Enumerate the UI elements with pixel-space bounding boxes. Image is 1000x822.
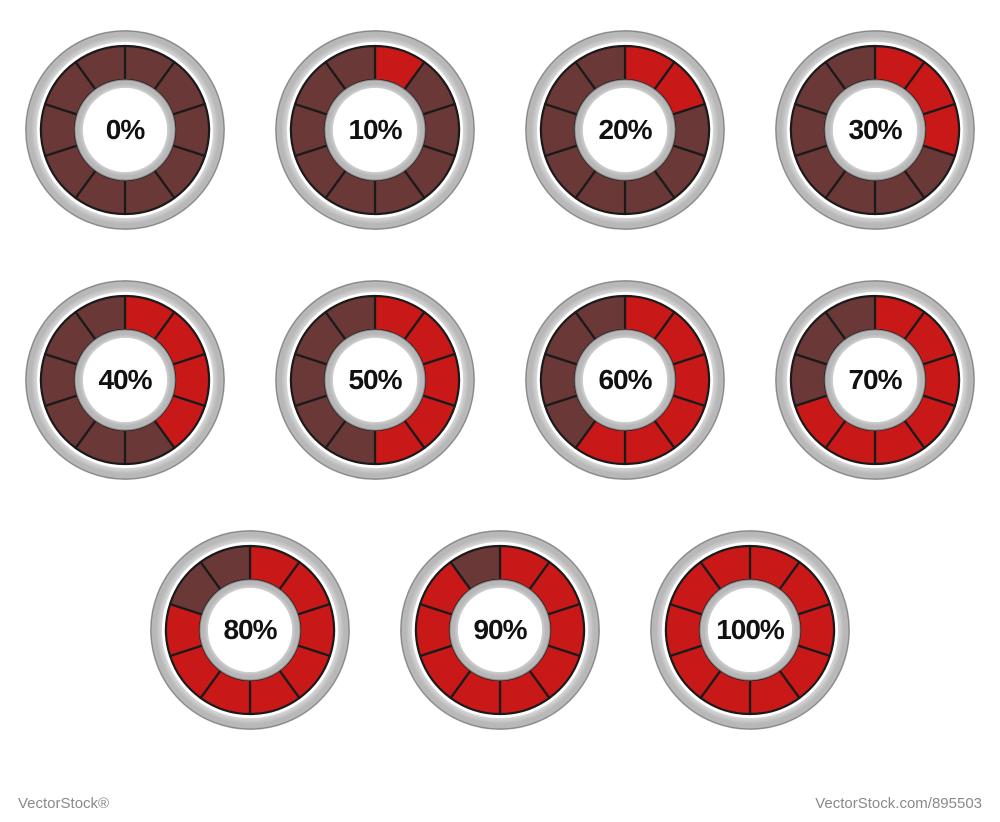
dial-row: 40%50%60%70% <box>0 280 1000 480</box>
progress-dial-50: 50% <box>275 280 475 480</box>
progress-dial-60: 60% <box>525 280 725 480</box>
watermark-right: VectorStock.com/895503 <box>815 795 982 812</box>
watermark-left: VectorStock® <box>18 795 109 812</box>
progress-dial-0: 0% <box>25 30 225 230</box>
progress-dial-100: 100% <box>650 530 850 730</box>
progress-dial-70: 70% <box>775 280 975 480</box>
progress-dial-set: VectorStock® VectorStock.com/895503 0%10… <box>0 0 1000 822</box>
progress-dial-30: 30% <box>775 30 975 230</box>
progress-dial-40: 40% <box>25 280 225 480</box>
progress-dial-80: 80% <box>150 530 350 730</box>
progress-dial-90: 90% <box>400 530 600 730</box>
dial-row: 80%90%100% <box>0 530 1000 730</box>
progress-dial-20: 20% <box>525 30 725 230</box>
progress-dial-10: 10% <box>275 30 475 230</box>
dial-row: 0%10%20%30% <box>0 30 1000 230</box>
